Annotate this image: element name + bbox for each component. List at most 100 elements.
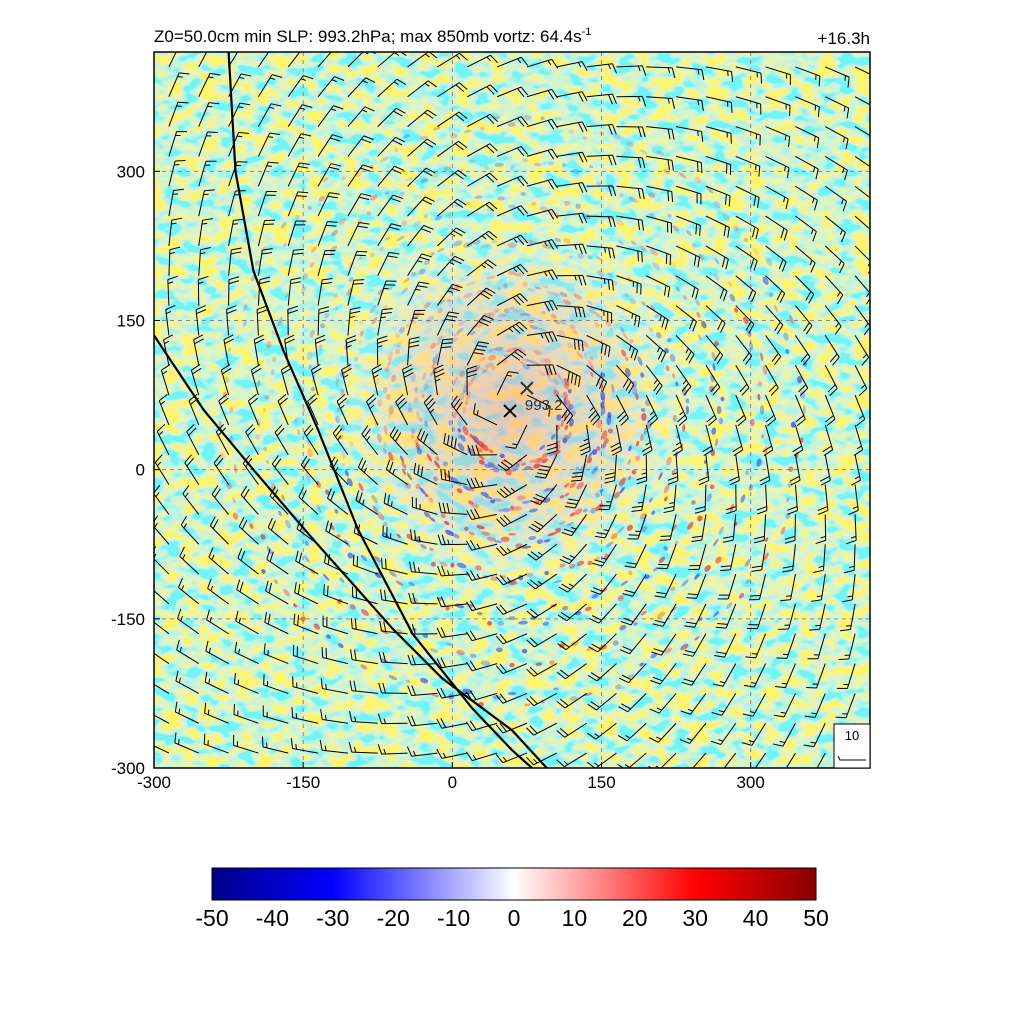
vorticity-speck: [384, 191, 389, 195]
wind-barb: [407, 685, 438, 696]
vorticity-speck: [377, 512, 385, 521]
wind-barb: [735, 185, 760, 208]
wind-barb: [854, 66, 870, 75]
vorticity-speck: [650, 653, 658, 659]
wind-barb: [836, 663, 856, 689]
wind-barb: [263, 674, 289, 694]
vorticity-speck: [396, 235, 405, 242]
vorticity-speck: [704, 564, 711, 572]
wind-barb: [395, 394, 409, 426]
wind-barb: [158, 393, 170, 426]
wind-barb: [466, 539, 498, 551]
vorticity-speck: [481, 531, 491, 536]
wind-barb: [526, 239, 558, 250]
vorticity-speck: [467, 379, 474, 387]
wind-barb: [496, 264, 528, 277]
vorticity-speck: [639, 434, 645, 442]
vorticity-speck: [528, 466, 534, 470]
wind-barb: [377, 52, 407, 68]
wind-barb: [651, 633, 677, 656]
wind-barb: [853, 424, 864, 456]
wind-barb: [466, 600, 498, 612]
wind-barb: [257, 161, 279, 187]
wind-barb: [745, 633, 767, 659]
wind-barb: [720, 544, 737, 572]
vorticity-speck: [509, 165, 515, 171]
vorticity-speck: [488, 348, 497, 352]
vorticity-speck: [451, 336, 459, 343]
vorticity-speck: [743, 316, 749, 325]
colorbar-tick-label: -50: [195, 905, 228, 931]
wind-barb: [822, 424, 834, 456]
wind-barb: [436, 749, 468, 759]
wind-barb: [705, 66, 734, 82]
wind-barb: [496, 371, 519, 396]
vorticity-speck: [701, 320, 707, 329]
vorticity-speck: [336, 407, 341, 413]
vorticity-speck: [616, 219, 625, 226]
vorticity-speck: [583, 353, 588, 360]
wind-barb: [619, 633, 647, 655]
vorticity-speck: [270, 368, 275, 376]
wind-barb: [675, 215, 701, 236]
wind-barb: [198, 131, 218, 157]
wind-barb: [495, 752, 528, 764]
vorticity-speck: [652, 262, 660, 270]
vorticity-speck: [548, 451, 555, 457]
vorticity-speck: [442, 461, 449, 467]
vorticity-speck: [507, 242, 517, 248]
wind-barb: [437, 52, 468, 68]
vorticity-speck: [605, 320, 612, 327]
vorticity-speck: [759, 405, 765, 415]
vorticity-speck: [541, 311, 546, 315]
wind-barb: [772, 723, 796, 747]
wind-barb: [377, 280, 397, 306]
wind-barb: [616, 305, 641, 328]
wind-barb: [824, 275, 844, 305]
wind-barb: [587, 693, 617, 711]
wind-barb: [525, 752, 557, 766]
wind-barb: [732, 424, 744, 456]
vorticity-speck: [673, 272, 680, 281]
vorticity-speck: [748, 484, 753, 491]
x-tick-label: 0: [448, 773, 457, 792]
wind-barb: [765, 335, 782, 366]
wind-barbs: [154, 52, 870, 768]
vorticity-speck: [760, 352, 764, 362]
wind-barb: [228, 276, 240, 306]
wind-barb: [526, 208, 558, 220]
vorticity-speck: [641, 301, 646, 306]
wind-barb: [366, 394, 379, 426]
vorticity-speck: [347, 552, 354, 559]
vorticity-speck: [495, 647, 503, 653]
vorticity-speck: [497, 621, 505, 626]
y-tick-label: 300: [117, 162, 145, 181]
wind-barb: [705, 185, 731, 207]
vorticity-speck: [399, 455, 405, 463]
wind-barb: [437, 534, 468, 546]
vorticity-speck: [395, 580, 404, 586]
vorticity-speck: [722, 213, 730, 222]
time-label: +16.3h: [818, 29, 870, 48]
vorticity-speck: [619, 486, 625, 494]
wind-barb: [617, 722, 647, 742]
vorticity-speck: [713, 273, 720, 281]
vorticity-speck: [453, 331, 461, 337]
wind-barb: [616, 275, 642, 295]
vorticity-speck: [560, 419, 565, 428]
x-tick-label: 300: [736, 773, 764, 792]
vorticity-speck: [494, 162, 504, 168]
vorticity-speck: [353, 648, 359, 652]
vorticity-speck: [711, 427, 717, 435]
vorticity-speck: [531, 201, 536, 207]
wind-barb: [154, 652, 170, 664]
wind-barb: [345, 335, 357, 366]
wind-barb: [377, 308, 393, 336]
colorbar-tick-label: 10: [562, 905, 588, 931]
vorticity-speck: [613, 491, 621, 499]
wind-barb: [496, 234, 528, 247]
wind-barb: [467, 84, 498, 98]
wind-barb: [223, 334, 235, 366]
wind-barb: [377, 194, 404, 217]
reference-barb: 10: [833, 723, 871, 769]
